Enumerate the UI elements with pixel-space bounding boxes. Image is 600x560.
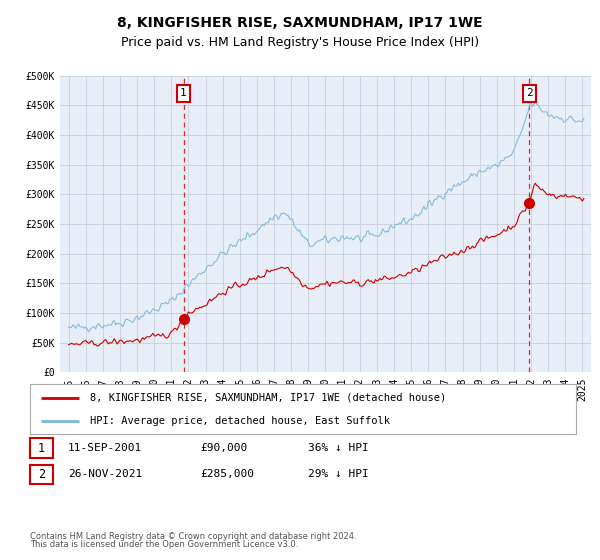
- Text: 2: 2: [38, 468, 45, 481]
- Text: £285,000: £285,000: [200, 469, 254, 479]
- Text: £90,000: £90,000: [200, 443, 247, 453]
- Text: 1: 1: [180, 88, 187, 99]
- Text: 11-SEP-2001: 11-SEP-2001: [68, 443, 142, 453]
- Text: 8, KINGFISHER RISE, SAXMUNDHAM, IP17 1WE: 8, KINGFISHER RISE, SAXMUNDHAM, IP17 1WE: [117, 16, 483, 30]
- Text: 29% ↓ HPI: 29% ↓ HPI: [308, 469, 368, 479]
- Text: 26-NOV-2021: 26-NOV-2021: [68, 469, 142, 479]
- Text: 1: 1: [38, 441, 45, 455]
- Text: 2: 2: [526, 88, 533, 99]
- Text: 8, KINGFISHER RISE, SAXMUNDHAM, IP17 1WE (detached house): 8, KINGFISHER RISE, SAXMUNDHAM, IP17 1WE…: [90, 393, 446, 403]
- Text: This data is licensed under the Open Government Licence v3.0.: This data is licensed under the Open Gov…: [30, 540, 298, 549]
- Text: 36% ↓ HPI: 36% ↓ HPI: [308, 443, 368, 453]
- Text: Contains HM Land Registry data © Crown copyright and database right 2024.: Contains HM Land Registry data © Crown c…: [30, 532, 356, 541]
- Text: HPI: Average price, detached house, East Suffolk: HPI: Average price, detached house, East…: [90, 416, 390, 426]
- Text: Price paid vs. HM Land Registry's House Price Index (HPI): Price paid vs. HM Land Registry's House …: [121, 36, 479, 49]
